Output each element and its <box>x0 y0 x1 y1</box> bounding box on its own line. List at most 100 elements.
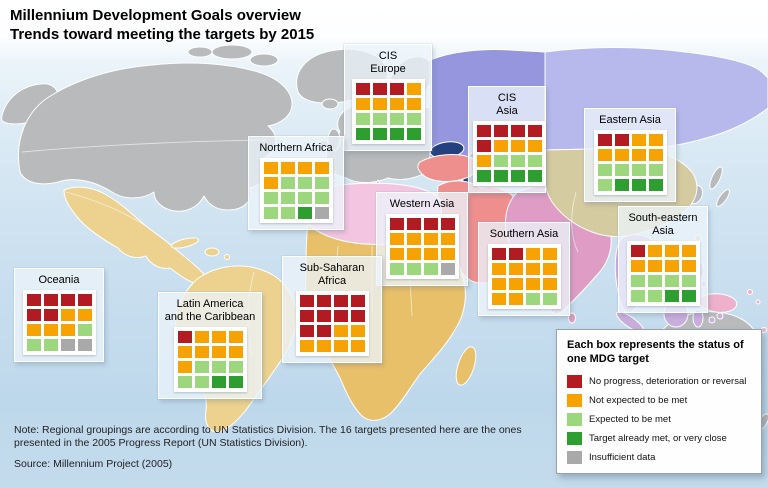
mdg-target-box-expected <box>280 192 295 204</box>
region-panel-northern-africa: Northern Africa <box>248 136 344 230</box>
mdg-target-box-expected <box>423 263 438 275</box>
mdg-target-box-no_progress <box>316 295 331 307</box>
mdg-target-box-not_expected <box>406 233 421 245</box>
legend-item-label: Target already met, or very close <box>589 433 727 444</box>
mdg-target-box-not_expected <box>614 149 629 161</box>
mdg-target-box-not_expected <box>350 325 365 337</box>
mdg-target-box-met <box>511 170 525 182</box>
mdg-target-box-met <box>389 128 404 140</box>
mdg-grid-cis-asia <box>473 121 546 186</box>
mdg-target-box-no_progress <box>60 294 75 306</box>
source-text: Source: Millennium Project (2005) <box>14 458 173 470</box>
mdg-target-box-not_expected <box>60 309 75 321</box>
mdg-target-box-met <box>372 128 387 140</box>
region-title-eastern-asia: Eastern Asia <box>599 114 661 126</box>
region-shape-hispaniola <box>204 247 220 257</box>
mdg-target-box-met <box>228 376 243 388</box>
mdg-target-box-not_expected <box>280 162 295 174</box>
region-panel-latin-america: Latin America and the Caribbean <box>158 292 262 399</box>
region-shape-indonesia-island <box>716 312 724 320</box>
mdg-target-box-expected <box>406 113 421 125</box>
mdg-target-box-expected <box>263 192 278 204</box>
legend-swatch-not_expected <box>567 394 582 407</box>
region-title-latin-america: Latin America and the Caribbean <box>164 298 256 323</box>
mdg-target-box-not_expected <box>511 140 525 152</box>
mdg-target-box-expected <box>647 290 662 302</box>
mdg-target-box-expected <box>630 290 645 302</box>
region-shape-pacific-island <box>755 299 761 305</box>
region-shape-pacific-island <box>747 289 753 295</box>
footer: Note: Regional groupings are according t… <box>14 424 554 470</box>
mdg-target-box-insufficient <box>60 339 75 351</box>
mdg-target-box-no_progress <box>333 295 348 307</box>
mdg-grid-south-eastern-asia <box>626 241 700 306</box>
mdg-target-box-expected <box>597 164 612 176</box>
region-panel-eastern-asia: Eastern Asia <box>584 108 676 202</box>
mdg-target-box-met <box>528 170 542 182</box>
mdg-target-box-no_progress <box>491 248 506 260</box>
mdg-target-box-met <box>614 179 629 191</box>
legend-item-label: No progress, deterioration or reversal <box>589 376 747 387</box>
mdg-target-box-not_expected <box>681 245 696 257</box>
region-panel-cis-europe: CIS Europe <box>344 44 432 151</box>
mdg-target-box-not_expected <box>333 340 348 352</box>
mdg-target-box-not_expected <box>647 260 662 272</box>
note-text: Note: Regional groupings are according t… <box>14 424 522 449</box>
mdg-target-box-not_expected <box>211 331 226 343</box>
mdg-target-box-no_progress <box>316 310 331 322</box>
mdg-target-box-no_progress <box>26 294 41 306</box>
mdg-target-box-met <box>211 376 226 388</box>
title-line-2: Trends toward meeting the targets by 201… <box>10 26 315 43</box>
mdg-target-box-not_expected <box>177 361 192 373</box>
mdg-target-box-not_expected <box>406 83 421 95</box>
mdg-target-box-not_expected <box>26 324 41 336</box>
mdg-target-box-met <box>406 128 421 140</box>
mdg-target-box-not_expected <box>263 177 278 189</box>
mdg-target-box-expected <box>389 263 404 275</box>
mdg-target-box-not_expected <box>542 248 557 260</box>
mdg-target-box-no_progress <box>389 218 404 230</box>
mdg-target-box-expected <box>597 179 612 191</box>
region-shape-iceland <box>321 98 339 110</box>
mdg-grid-oceania <box>22 290 96 355</box>
mdg-target-box-expected <box>194 376 209 388</box>
mdg-target-box-not_expected <box>423 248 438 260</box>
mdg-target-box-no_progress <box>350 295 365 307</box>
mdg-target-box-not_expected <box>77 309 92 321</box>
mdg-target-box-no_progress <box>477 125 491 137</box>
legend-item-insufficient: Insufficient data <box>567 451 753 464</box>
region-panel-southern-asia: Southern Asia <box>478 222 570 316</box>
mdg-grid-southern-asia <box>487 244 561 309</box>
mdg-target-box-no_progress <box>477 140 491 152</box>
mdg-target-box-not_expected <box>177 346 192 358</box>
mdg-target-box-no_progress <box>423 218 438 230</box>
mdg-target-box-not_expected <box>491 293 506 305</box>
mdg-target-box-not_expected <box>350 340 365 352</box>
legend-swatch-met <box>567 432 582 445</box>
legend-item-not_expected: Not expected to be met <box>567 394 753 407</box>
legend-title: Each box represents the status of one MD… <box>567 339 744 365</box>
region-title-sub-saharan-africa: Sub-Saharan Africa <box>299 262 365 287</box>
mdg-target-box-no_progress <box>511 125 525 137</box>
mdg-target-box-no_progress <box>43 309 58 321</box>
region-title-western-asia: Western Asia <box>389 198 455 210</box>
mdg-target-box-not_expected <box>211 346 226 358</box>
mdg-target-box-not_expected <box>477 155 491 167</box>
mdg-target-box-no_progress <box>508 248 523 260</box>
region-title-south-eastern-asia: South-eastern Asia <box>628 212 698 237</box>
mdg-target-box-not_expected <box>630 260 645 272</box>
mdg-target-box-not_expected <box>355 98 370 110</box>
mdg-target-box-not_expected <box>372 98 387 110</box>
region-title-northern-africa: Northern Africa <box>259 142 333 154</box>
mdg-target-box-not_expected <box>491 278 506 290</box>
mdg-target-box-no_progress <box>333 310 348 322</box>
legend-item-label: Insufficient data <box>589 452 656 463</box>
mdg-target-box-expected <box>542 293 557 305</box>
mdg-target-box-not_expected <box>631 149 646 161</box>
mdg-target-box-no_progress <box>406 218 421 230</box>
mdg-target-box-not_expected <box>542 263 557 275</box>
mdg-target-box-insufficient <box>314 207 329 219</box>
mdg-target-box-not_expected <box>664 260 679 272</box>
region-panel-sub-saharan-africa: Sub-Saharan Africa <box>282 256 382 363</box>
region-shape-arctic-island <box>187 46 213 58</box>
